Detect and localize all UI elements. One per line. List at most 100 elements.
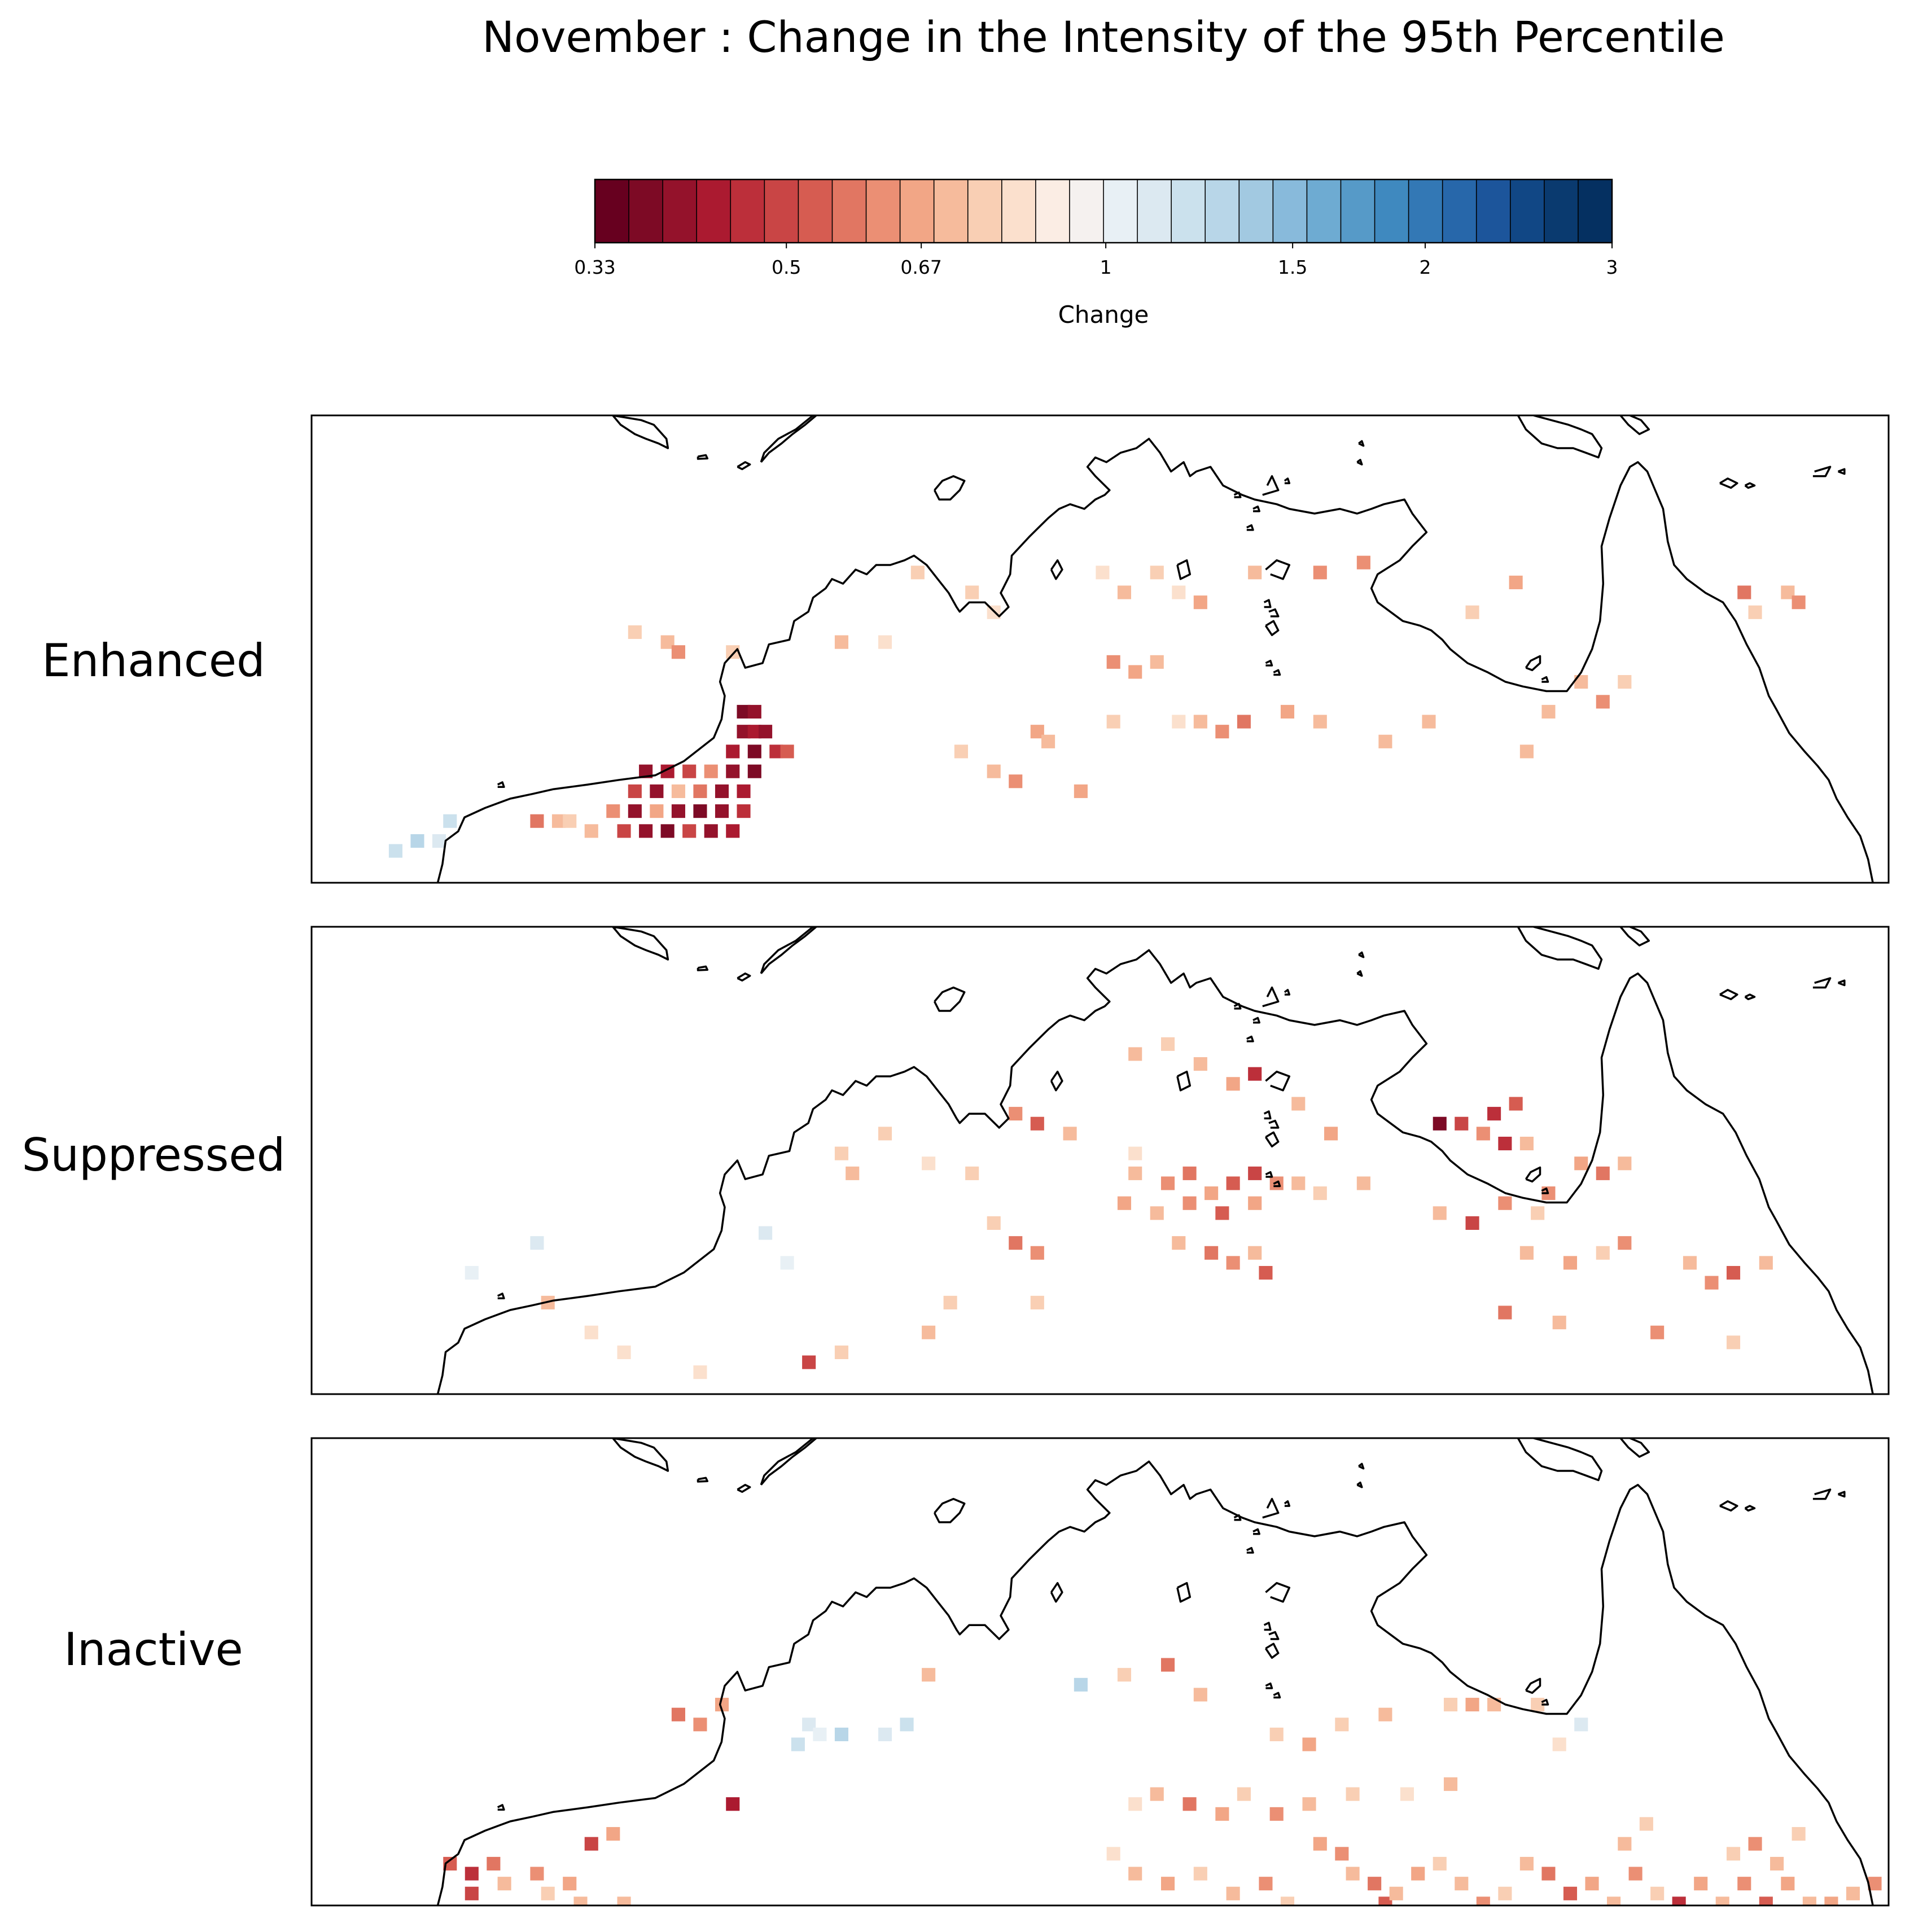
colorbar-bin (1273, 179, 1307, 243)
grid-cell (791, 1737, 805, 1751)
colorbar-bin (697, 179, 731, 243)
grid-cell (410, 834, 424, 848)
coastline-island (1265, 1070, 1291, 1092)
grid-cell (1160, 1037, 1175, 1051)
coastline-island (1812, 466, 1832, 477)
coastline-island (1265, 659, 1273, 667)
coastline-island (497, 1804, 505, 1811)
chart-title: November : Change in the Intensity of th… (482, 12, 1725, 62)
grid-cell (759, 1226, 773, 1240)
map-panel-suppressed: Suppressed (22, 926, 1890, 1395)
grid-cell (987, 764, 1001, 778)
grid-cell (1193, 595, 1207, 610)
grid-cell (1596, 1246, 1610, 1260)
grid-cell (1455, 1877, 1469, 1891)
grid-cell (1487, 1107, 1501, 1121)
grid-cell (715, 1907, 729, 1920)
grid-cell (1618, 1156, 1632, 1171)
grid-cell (965, 1166, 979, 1180)
grid-cell (465, 1867, 479, 1881)
grid-cell (1030, 1295, 1044, 1309)
colorbar-bin (1069, 179, 1104, 243)
panel-frame (310, 926, 1890, 1395)
grid-cell (1900, 1857, 1914, 1870)
grid-cell (1280, 704, 1295, 719)
coastline-island (1265, 1581, 1291, 1603)
coastline-island (1837, 1491, 1846, 1498)
grid-cell (1150, 1206, 1164, 1220)
grid-cell (671, 645, 685, 659)
grid-cell (1128, 1867, 1142, 1881)
grid-cell (1237, 1787, 1251, 1801)
colorbar-bin (934, 179, 969, 243)
grid-cell (1215, 1206, 1229, 1220)
grid-cell (1618, 675, 1632, 689)
coastline-island (1719, 989, 1738, 1001)
coastline-island (1268, 1119, 1280, 1129)
grid-cell (1291, 1176, 1306, 1190)
grid-cell (671, 784, 685, 798)
grid-cell (1182, 1797, 1197, 1811)
grid-cell (1160, 1176, 1175, 1190)
grid-cell (1726, 1335, 1741, 1350)
grid-cell (1063, 1127, 1077, 1141)
coastline-island (1268, 1631, 1280, 1640)
grid-cell (987, 1216, 1001, 1230)
grid-cell (1596, 1166, 1610, 1180)
colorbar-bin (1578, 179, 1613, 243)
grid-cell (1160, 1658, 1175, 1672)
grid-cell (628, 804, 642, 818)
grid-cell (1563, 1256, 1578, 1270)
coastline-island (1812, 977, 1832, 989)
coastline-island (1265, 1171, 1273, 1178)
grid-cell (1433, 1116, 1447, 1131)
coastline-island (934, 1497, 966, 1523)
coastline-island (1263, 1110, 1272, 1120)
grid-cell (1215, 1807, 1229, 1821)
grid-cell (900, 1718, 914, 1732)
coastline-island (760, 927, 817, 974)
colorbar-bin (1341, 179, 1376, 243)
colorbar-bin (1476, 179, 1511, 243)
grid-cell (726, 744, 740, 759)
colorbar-bin (866, 179, 901, 243)
grid-cell (584, 824, 598, 838)
grid-cell (1433, 1856, 1447, 1871)
coastline-island (1541, 1698, 1549, 1706)
coastline-island (1262, 986, 1280, 1007)
grid-cell (1509, 575, 1523, 589)
coastline-island (1246, 1547, 1254, 1554)
grid-cell (1335, 1718, 1349, 1732)
grid-cell (1552, 1737, 1566, 1751)
grid-cell (660, 824, 675, 838)
grid-cell (1585, 1877, 1599, 1891)
coastline-island (1246, 524, 1254, 531)
grid-cell (1672, 1896, 1686, 1905)
colorbar-bin (1374, 179, 1409, 243)
map-panel-enhanced: Enhanced (42, 414, 1890, 884)
grid-cell (1356, 555, 1370, 569)
grid-cell (617, 1345, 631, 1360)
grid-cell (1182, 1196, 1197, 1210)
grid-cell (1205, 1186, 1219, 1201)
grid-cell (1400, 1787, 1414, 1801)
coastline-island (1050, 559, 1063, 580)
grid-cell (1378, 1707, 1392, 1721)
grid-cell (1389, 1886, 1403, 1900)
coastline-island (1619, 415, 1650, 435)
grid-cell (1302, 1737, 1316, 1751)
coastline-island (1517, 1438, 1603, 1482)
grid-cell (432, 834, 446, 848)
grid-cell (1193, 1688, 1207, 1702)
grid-cell (606, 1827, 620, 1841)
colorbar-bin (832, 179, 867, 243)
grid-cell (954, 744, 968, 759)
grid-cell (1552, 1316, 1566, 1330)
grid-cell (1324, 1127, 1338, 1141)
grid-cell (737, 804, 751, 818)
grid-cell (1150, 1787, 1164, 1801)
grid-cell (780, 744, 794, 759)
grid-cell (1737, 1877, 1751, 1891)
grid-cell (606, 804, 620, 818)
coastline-island (1356, 458, 1363, 466)
